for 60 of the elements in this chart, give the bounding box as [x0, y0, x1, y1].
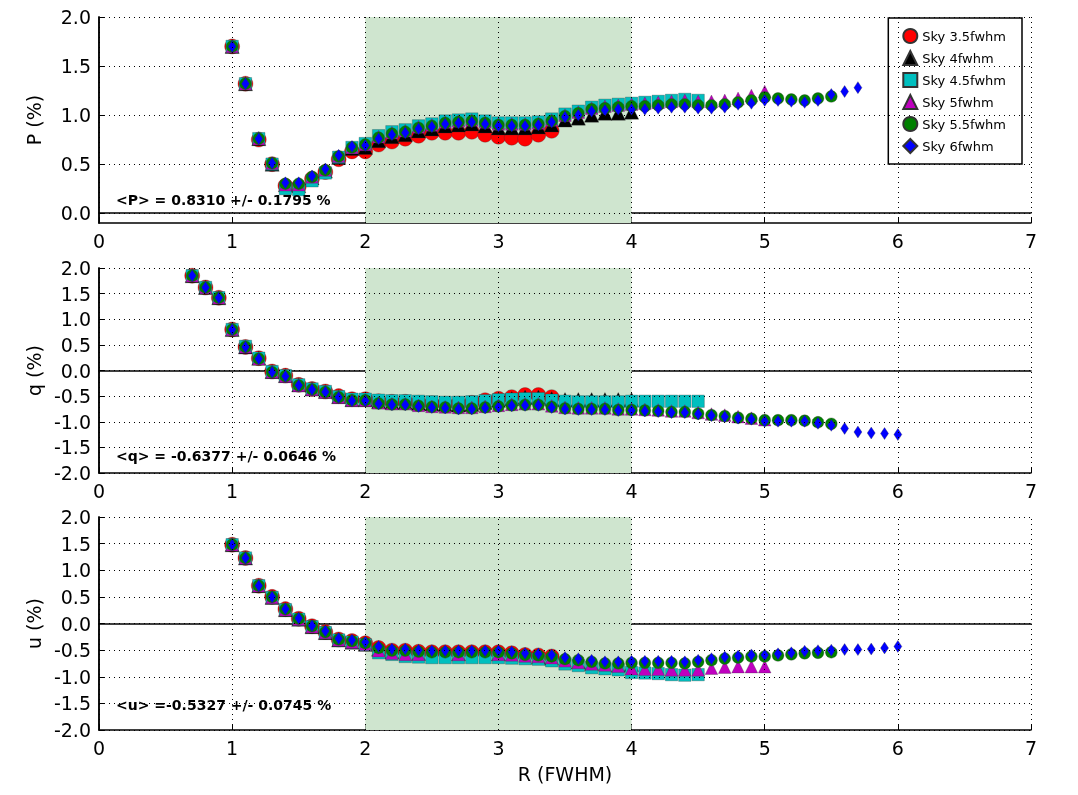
- y-tick-label: 0.0: [60, 202, 91, 225]
- x-tick-label: 5: [758, 479, 771, 502]
- y-tick-label: -1.5: [53, 692, 91, 715]
- y-tick-label: 1.0: [60, 308, 91, 331]
- x-tick-label: 5: [758, 736, 771, 759]
- x-axis-title: R (FWHM): [517, 762, 613, 785]
- y-axis-title: u (%): [22, 598, 45, 649]
- x-tick-label: 4: [625, 479, 638, 502]
- x-tick-label: 0: [92, 229, 106, 252]
- x-tick-label: 2: [359, 736, 372, 759]
- x-tick-label: 0: [92, 479, 106, 502]
- x-tick-label: 3: [492, 479, 505, 502]
- y-tick-label: 0.0: [60, 359, 91, 382]
- x-tick-label: 4: [625, 229, 638, 252]
- legend-label: Sky 5.5fwhm: [922, 116, 1006, 132]
- x-tick-label: 0: [92, 736, 106, 759]
- y-axis-title: q (%): [22, 345, 45, 396]
- legend-label: Sky 4fwhm: [922, 50, 994, 66]
- y-axis-title: P (%): [22, 94, 45, 146]
- y-tick-label: 2.0: [60, 257, 91, 279]
- x-tick-label: 1: [226, 229, 239, 252]
- x-tick-label: 2: [359, 479, 372, 502]
- y-tick-label: -0.5: [53, 639, 91, 662]
- x-tick-label: 7: [1024, 736, 1038, 759]
- x-tick-label: 1: [226, 479, 239, 502]
- y-tick-label: -1.5: [53, 436, 91, 459]
- y-tick-label: -1.0: [53, 665, 91, 688]
- x-tick-label: 3: [492, 229, 505, 252]
- x-tick-label: 4: [625, 736, 638, 759]
- y-tick-label: 1.5: [60, 55, 91, 78]
- y-tick-label: -2.0: [53, 719, 91, 741]
- y-tick-label: -1.0: [53, 410, 91, 433]
- y-tick-label: 0.0: [60, 612, 91, 635]
- x-tick-label: 3: [492, 736, 505, 759]
- x-tick-label: 6: [891, 479, 904, 502]
- y-tick-label: 1.5: [60, 282, 91, 305]
- annotation: <q> = -0.6377 +/- 0.0646 %: [116, 448, 337, 464]
- annotation: <P> = 0.8310 +/- 0.1795 %: [116, 192, 331, 208]
- y-tick-label: 0.5: [60, 585, 91, 608]
- y-tick-label: 1.5: [60, 532, 91, 555]
- y-tick-label: 1.0: [60, 559, 91, 582]
- x-tick-label: 2: [359, 229, 372, 252]
- x-tick-label: 1: [226, 736, 239, 759]
- annotation: <u> =-0.5327 +/- 0.0745 %: [116, 697, 332, 713]
- x-tick-label: 7: [1024, 229, 1038, 252]
- y-tick-label: -0.5: [53, 385, 91, 408]
- y-tick-label: 2.0: [60, 6, 91, 28]
- y-tick-label: 0.5: [60, 333, 91, 356]
- legend-label: Sky 3.5fwhm: [922, 28, 1006, 44]
- x-tick-label: 5: [758, 229, 771, 252]
- x-tick-label: 7: [1024, 479, 1038, 502]
- legend-label: Sky 5fwhm: [922, 94, 994, 110]
- x-tick-label: 6: [891, 736, 904, 759]
- legend-label: Sky 6fwhm: [922, 138, 994, 154]
- y-tick-label: 0.5: [60, 153, 91, 176]
- y-tick-label: 2.0: [60, 506, 91, 528]
- legend-label: Sky 4.5fwhm: [922, 72, 1006, 88]
- x-tick-label: 6: [891, 229, 904, 252]
- y-tick-label: -2.0: [53, 462, 91, 484]
- y-tick-label: 1.0: [60, 104, 91, 127]
